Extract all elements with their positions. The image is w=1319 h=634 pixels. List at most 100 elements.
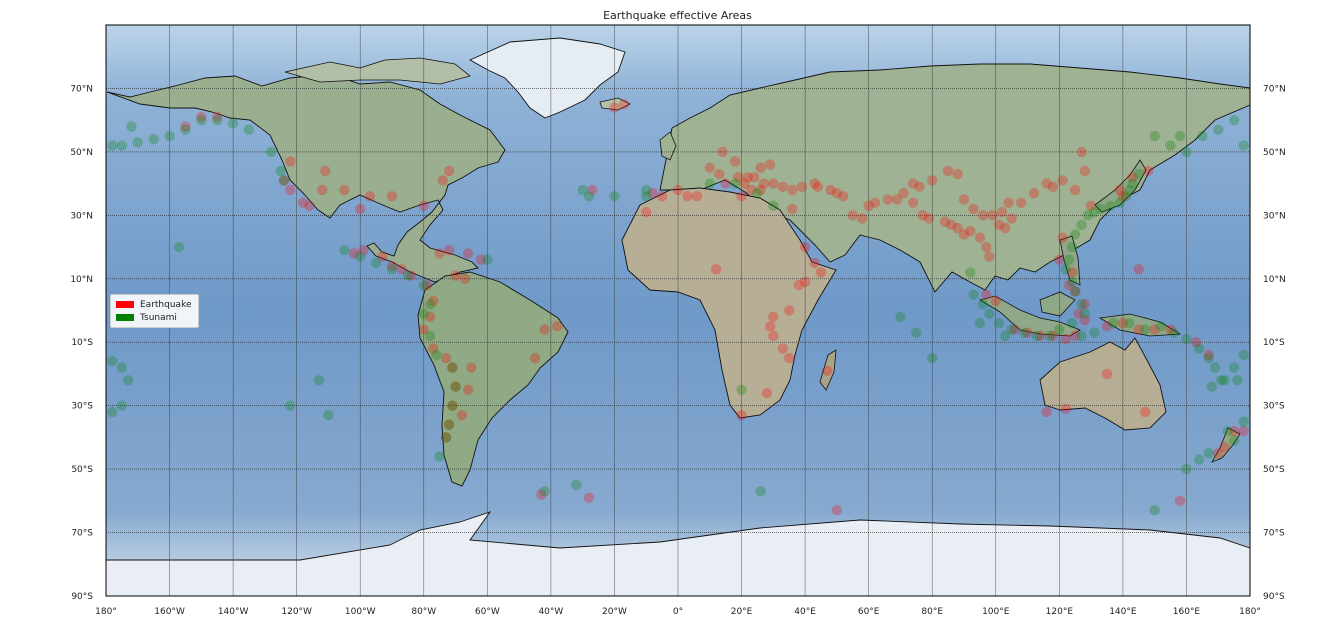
- iceland-land: [599, 97, 631, 111]
- earthquake-point: [987, 210, 998, 221]
- earthquake-point: [212, 111, 223, 123]
- tsunami-point: [1019, 327, 1030, 338]
- earthquake-point: [1073, 308, 1084, 319]
- tsunami-point: [1228, 114, 1240, 126]
- tsunami-point: [1168, 327, 1179, 338]
- earthquake-point: [1079, 314, 1090, 326]
- tsunami-point: [583, 191, 595, 202]
- earthquake-point: [857, 213, 868, 224]
- chart-title: Earthquake effective Areas: [603, 9, 752, 22]
- earthquake-point: [1047, 181, 1059, 192]
- earthquake-point: [914, 181, 925, 192]
- earthquake-point: [799, 276, 811, 288]
- earthquake-point: [437, 175, 449, 186]
- tsunami-point: [196, 114, 207, 126]
- earthquake-point: [809, 178, 820, 189]
- lat-tick-label-right: 50°N: [1263, 148, 1286, 158]
- lat-tick-label-right: 70°N: [1263, 84, 1286, 94]
- earthquake-point: [466, 362, 477, 373]
- earthquake-point: [755, 162, 766, 173]
- earthquake-point: [180, 121, 191, 132]
- earthquake-point: [787, 203, 798, 215]
- latitude-tick-labels-left: 90°S 70°S 50°S 30°S 10°S 10°N 30°N 50°N 70°N: [70, 84, 93, 602]
- earthquake-point: [428, 343, 439, 354]
- earthquake-point: [784, 305, 795, 316]
- earthquake-point: [869, 197, 881, 208]
- tsunami-point: [444, 419, 455, 430]
- tsunami-point: [323, 409, 334, 421]
- earthquake-point: [952, 222, 963, 234]
- tsunami-point: [1044, 330, 1056, 342]
- tsunami-point: [577, 184, 588, 196]
- tsunami-point: [1066, 276, 1078, 288]
- tsunami-point: [641, 184, 652, 196]
- earthquake-point: [647, 187, 658, 199]
- tsunami-point: [1076, 219, 1087, 231]
- earthquake-point: [946, 219, 957, 231]
- earthquake-point: [297, 197, 309, 208]
- tsunami-point: [1149, 505, 1160, 516]
- tsunami-point: [266, 146, 277, 158]
- earthquake-point: [285, 156, 296, 167]
- tsunami-point: [431, 349, 442, 361]
- earthquake-point: [539, 324, 550, 335]
- british-isles-land: [659, 131, 677, 161]
- tsunami-point: [275, 165, 286, 177]
- earthquake-point: [459, 273, 471, 284]
- greenland-land: [468, 37, 626, 119]
- earthquake-point: [825, 184, 836, 196]
- earthquake-point: [424, 311, 436, 323]
- north-america-land: [106, 73, 506, 283]
- earthquake-point: [822, 365, 833, 376]
- tsunami-point: [1181, 463, 1192, 475]
- earthquake-point: [1057, 175, 1068, 186]
- tsunami-point: [730, 178, 741, 189]
- earthquake-point: [552, 321, 563, 332]
- tsunami-point: [965, 267, 976, 278]
- earthquake-point: [965, 225, 976, 237]
- earthquake-point: [739, 178, 750, 189]
- tsunami-point: [1114, 197, 1125, 208]
- earthquake-point: [882, 194, 893, 205]
- earthquake-point: [720, 178, 731, 189]
- tsunami-point: [736, 384, 747, 396]
- tsunami-point: [126, 121, 137, 132]
- earthquake-point: [768, 311, 779, 323]
- tsunami-point: [977, 298, 989, 310]
- tsunami-point: [641, 191, 652, 202]
- tsunami-point: [418, 279, 429, 291]
- tsunami-point: [1238, 416, 1249, 427]
- tsunami-point: [285, 400, 296, 411]
- earthquake-point: [1203, 349, 1214, 361]
- earthquake-point: [1063, 279, 1075, 291]
- earthquake-point: [974, 232, 986, 243]
- tsunami-point: [1219, 375, 1230, 386]
- earthquake-point: [755, 184, 766, 196]
- earthquake-point: [672, 184, 684, 196]
- lon-tick-label: 160°E: [1173, 607, 1201, 617]
- earthquake-point: [316, 184, 328, 196]
- earthquake-point: [815, 267, 827, 278]
- tsunami-point: [1238, 349, 1249, 361]
- earthquake-point: [717, 146, 728, 158]
- tsunami-swatch: [116, 314, 134, 321]
- tsunami-point: [1203, 448, 1214, 459]
- tsunami-point: [339, 245, 350, 256]
- tsunami-point: [173, 241, 185, 253]
- lat-tick-label-left: 90°S: [71, 592, 93, 602]
- earthquake-point: [278, 175, 290, 186]
- earthquake-point: [996, 206, 1008, 218]
- lon-tick-label: 20°E: [731, 607, 753, 617]
- tsunami-point: [1222, 425, 1233, 437]
- earthquake-point: [923, 213, 935, 224]
- earthquake-point: [348, 248, 360, 259]
- lon-tick-label: 120°W: [281, 607, 312, 617]
- tsunami-point: [1165, 140, 1176, 151]
- earthquake-point: [536, 489, 547, 500]
- south-america-land: [417, 271, 569, 487]
- lat-tick-label-right: 70°S: [1263, 529, 1285, 539]
- tsunami-point: [116, 400, 128, 411]
- tsunami-point: [107, 406, 118, 418]
- earthquake-point: [927, 175, 938, 186]
- earthquake-point: [1060, 333, 1071, 345]
